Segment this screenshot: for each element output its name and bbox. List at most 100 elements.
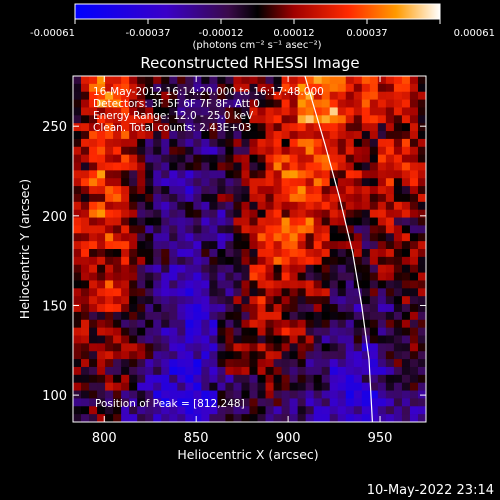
heatmap-cell (385, 414, 395, 422)
heatmap-cell (361, 366, 371, 376)
heatmap-cell (73, 327, 82, 337)
heatmap-cell (409, 264, 419, 274)
heatmap-cell (321, 241, 331, 250)
heatmap-cell (353, 335, 363, 344)
heatmap-cell (73, 359, 82, 368)
heatmap-cell (249, 186, 259, 195)
heatmap-cell (281, 146, 291, 156)
heatmap-cell (265, 178, 275, 187)
heatmap-cell (209, 296, 219, 305)
heatmap-cell (97, 138, 106, 148)
heatmap-cell (209, 123, 219, 132)
heatmap-cell (257, 264, 267, 274)
heatmap-cell (345, 327, 355, 337)
heatmap-cell (249, 351, 259, 360)
heatmap-cell (401, 123, 411, 132)
heatmap-cell (353, 186, 363, 195)
heatmap-cell (409, 280, 419, 289)
heatmap-cell (225, 76, 235, 85)
heatmap-cell (73, 123, 82, 132)
heatmap-cell (193, 233, 202, 242)
heatmap-cell (385, 170, 395, 179)
heatmap-cell (145, 123, 154, 132)
heatmap-cell (201, 162, 210, 171)
heatmap-cell (241, 193, 251, 203)
heatmap-cell (233, 327, 243, 337)
heatmap-cell (137, 319, 146, 329)
heatmap-cell (257, 272, 267, 282)
heatmap-cell (265, 335, 275, 344)
heatmap-cell (121, 138, 130, 148)
heatmap-cell (345, 209, 355, 219)
heatmap-cell (81, 272, 90, 282)
heatmap-cell (313, 146, 323, 156)
heatmap-cell (377, 398, 387, 407)
heatmap-cell (281, 91, 291, 101)
heatmap-cell (273, 280, 283, 289)
heatmap-cell (249, 414, 259, 422)
heatmap-cell (377, 343, 387, 352)
heatmap-cell (297, 264, 307, 274)
heatmap-cell (377, 272, 387, 282)
heatmap-cell (161, 414, 170, 422)
heatmap-cell (281, 311, 291, 321)
heatmap-cell (217, 186, 227, 195)
heatmap-cell (201, 351, 210, 360)
x-axis-label: Heliocentric X (arcsec) (177, 447, 318, 462)
heatmap-cell (193, 99, 202, 109)
heatmap-cell (377, 351, 387, 360)
heatmap-cell (233, 374, 243, 384)
heatmap-cell (137, 115, 146, 124)
heatmap-cell (265, 249, 275, 258)
heatmap-cell (121, 115, 130, 124)
heatmap-cell (369, 359, 379, 368)
heatmap-cell (225, 256, 235, 266)
heatmap-cell (89, 107, 98, 116)
heatmap-cell (257, 193, 267, 203)
heatmap-cell (169, 249, 178, 258)
heatmap-cell (193, 382, 202, 392)
heatmap-cell (409, 186, 419, 195)
heatmap-cell (289, 217, 299, 227)
heatmap-cell (105, 304, 114, 313)
heatmap-cell (137, 382, 146, 392)
heatmap-cell (145, 217, 154, 227)
heatmap-cell (273, 414, 283, 422)
heatmap-cell (401, 343, 411, 352)
heatmap-cell (361, 343, 371, 352)
heatmap-cell (89, 170, 98, 179)
info-line-counts: Clean. Total counts: 2.43E+03 (93, 122, 251, 134)
heatmap-cell (361, 233, 371, 242)
heatmap-cell (137, 343, 146, 352)
heatmap-cell (81, 304, 90, 313)
heatmap-cell (313, 288, 323, 297)
heatmap-cell (97, 382, 106, 392)
heatmap-cell (377, 319, 387, 329)
heatmap-cell (289, 162, 299, 171)
heatmap-cell (353, 76, 363, 85)
heatmap-cell (153, 311, 162, 321)
heatmap-cell (177, 233, 186, 242)
heatmap-cell (305, 83, 315, 93)
heatmap-cell (241, 351, 251, 360)
heatmap-cell (249, 296, 259, 305)
heatmap-cell (73, 209, 82, 219)
heatmap-cell (153, 327, 162, 337)
heatmap-cell (177, 131, 186, 140)
heatmap-cell (281, 162, 291, 171)
heatmap-cell (281, 178, 291, 187)
heatmap-cell (113, 131, 122, 140)
heatmap-cell (153, 414, 162, 422)
heatmap-cell (129, 123, 138, 132)
heatmap-cell (121, 193, 130, 203)
heatmap-cell (105, 256, 114, 266)
heatmap-cell (225, 225, 235, 234)
heatmap-cell (353, 288, 363, 297)
heatmap-cell (201, 414, 210, 422)
heatmap-cell (369, 99, 379, 109)
heatmap-cell (297, 288, 307, 297)
heatmap-cell (361, 382, 371, 392)
heatmap-cell (249, 115, 259, 124)
heatmap-cell (281, 233, 291, 242)
heatmap-cell (177, 374, 186, 384)
